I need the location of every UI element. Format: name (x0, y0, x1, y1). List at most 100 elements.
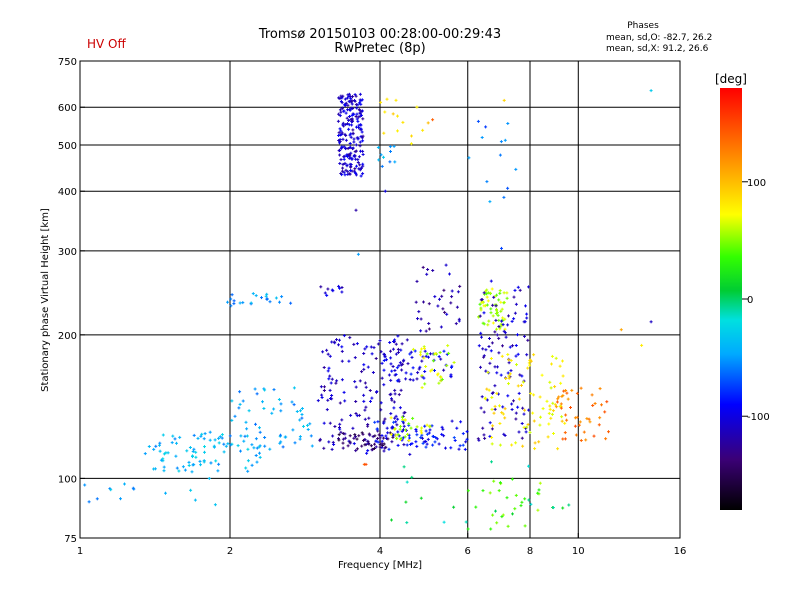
data-point (226, 442, 230, 446)
data-point (340, 418, 344, 422)
data-point (554, 405, 558, 409)
data-point (436, 373, 440, 377)
data-point (379, 408, 383, 412)
data-point (510, 443, 514, 447)
data-point (520, 422, 524, 425)
data-point (389, 433, 393, 437)
data-point (95, 497, 99, 501)
data-point (360, 444, 364, 448)
colorbar-tick-label: 0 (747, 295, 753, 306)
data-point (523, 408, 527, 412)
data-point (489, 527, 493, 531)
data-point (539, 415, 542, 419)
data-point (395, 436, 399, 440)
data-point (369, 345, 373, 349)
data-point (426, 268, 430, 271)
data-point (338, 149, 342, 152)
data-point (346, 172, 350, 176)
data-point (365, 451, 369, 455)
data-point (351, 95, 354, 99)
data-point (403, 435, 407, 439)
data-point (348, 115, 351, 118)
data-point (241, 301, 245, 305)
data-point (222, 442, 226, 446)
data-point (517, 391, 521, 395)
data-point (499, 309, 503, 313)
x-tick-label: 2 (227, 546, 233, 557)
data-point (414, 428, 418, 431)
data-point (397, 364, 401, 368)
data-point (506, 323, 510, 327)
data-point (510, 408, 514, 411)
data-point (379, 350, 383, 354)
data-point (192, 447, 196, 451)
data-point (185, 449, 189, 453)
data-point (388, 431, 392, 435)
data-point (356, 252, 360, 256)
data-point (379, 100, 383, 104)
data-point (343, 102, 347, 106)
data-point (380, 434, 384, 438)
data-point (419, 436, 423, 440)
data-point (391, 435, 395, 439)
data-point (516, 405, 520, 409)
data-point (363, 417, 367, 421)
data-point (216, 469, 220, 473)
data-point (327, 366, 331, 370)
data-point (513, 311, 517, 315)
data-point (279, 402, 283, 406)
data-point (319, 285, 323, 289)
data-point (202, 459, 206, 463)
data-point (506, 122, 510, 125)
data-point (587, 417, 591, 421)
data-point (560, 394, 564, 398)
data-point (396, 347, 400, 351)
data-point (360, 98, 364, 102)
data-point (355, 414, 359, 418)
data-point (353, 433, 357, 437)
data-point (511, 512, 514, 516)
data-point (477, 438, 481, 442)
data-point (573, 416, 577, 420)
data-point (405, 443, 409, 447)
data-point (339, 430, 343, 434)
data-point (338, 114, 342, 118)
data-point (353, 170, 357, 174)
data-point (332, 340, 336, 344)
data-point (328, 421, 332, 425)
data-point (218, 435, 222, 439)
data-point (493, 365, 497, 369)
data-point (358, 112, 362, 116)
data-point (442, 434, 446, 438)
data-point (538, 481, 542, 485)
data-point (338, 162, 342, 165)
data-point (549, 416, 553, 420)
data-point (292, 386, 296, 390)
data-point (359, 149, 362, 153)
data-point (455, 305, 459, 309)
data-point (538, 423, 542, 427)
data-point (268, 300, 272, 304)
y-tick-label: 100 (58, 474, 77, 485)
data-point (491, 321, 495, 325)
data-point (550, 354, 554, 358)
data-point (491, 391, 495, 395)
data-point (490, 287, 494, 291)
data-point (376, 342, 380, 346)
data-point (378, 339, 382, 343)
data-point (427, 355, 430, 359)
data-point (376, 427, 379, 431)
data-point (272, 407, 276, 411)
data-point (508, 375, 512, 379)
data-point (209, 461, 213, 465)
data-point (401, 414, 405, 418)
data-point (536, 491, 540, 495)
data-point (445, 352, 449, 356)
data-point (349, 97, 353, 101)
data-point (442, 288, 446, 292)
data-point (338, 401, 342, 405)
data-point (367, 442, 371, 446)
data-point (281, 445, 285, 449)
data-point (247, 409, 251, 413)
data-point (352, 140, 356, 144)
